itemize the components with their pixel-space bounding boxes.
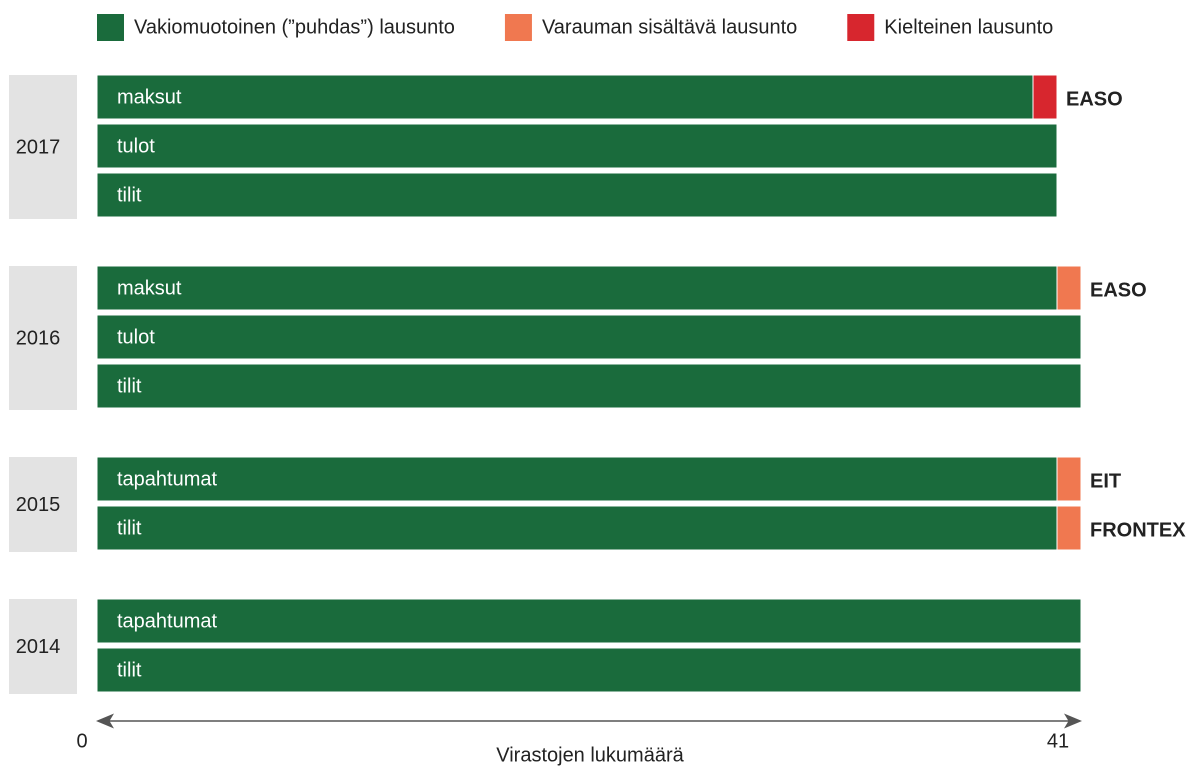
legend-swatch (97, 14, 124, 41)
row-label: tilit (117, 659, 142, 681)
annotation: EIT (1090, 470, 1121, 492)
group-label: 2016 (16, 327, 61, 349)
row-label: tilit (117, 517, 142, 539)
group-label: 2014 (16, 636, 61, 658)
annotation: EASO (1090, 279, 1147, 301)
row-label: tapahtumat (117, 610, 218, 632)
x-tick-label: 0 (76, 730, 87, 752)
row-label: maksut (117, 277, 182, 299)
row-label: tulot (117, 326, 155, 348)
bar-segment (1032, 74, 1058, 120)
legend-swatch (504, 14, 532, 41)
group-box (9, 599, 77, 694)
bar-segment (96, 647, 1082, 693)
bar-segment (96, 363, 1082, 409)
bar-segment (1056, 265, 1082, 311)
bar-segment (96, 505, 1058, 551)
legend-label: Vakiomuotoinen (”puhdas”) lausunto (134, 16, 455, 38)
bar-segment (96, 456, 1058, 502)
row-label: tilit (117, 375, 142, 397)
legend-swatch (847, 14, 875, 41)
legend-label: Kielteinen lausunto (884, 16, 1053, 38)
bar-segment (96, 598, 1082, 644)
x-tick-label: 41 (1047, 730, 1069, 752)
bar-segment (96, 74, 1034, 120)
row-label: tapahtumat (117, 468, 218, 490)
bar-segment (1056, 505, 1082, 551)
annotation: FRONTEX (1090, 519, 1186, 541)
group-box (9, 266, 77, 410)
legend-label: Varauman sisältävä lausunto (542, 16, 797, 38)
x-axis-label: Virastojen lukumäärä (496, 744, 684, 766)
bar-segment (96, 314, 1082, 360)
bar-segment (96, 172, 1058, 218)
annotation: EASO (1066, 88, 1123, 110)
group-label: 2015 (16, 494, 61, 516)
group-label: 2017 (16, 136, 61, 158)
row-label: maksut (117, 86, 182, 108)
row-label: tilit (117, 184, 142, 206)
group-box (9, 75, 77, 219)
group-box (9, 457, 77, 552)
row-label: tulot (117, 135, 155, 157)
bar-segment (1056, 456, 1082, 502)
bar-segment (96, 123, 1058, 169)
bar-segment (96, 265, 1058, 311)
